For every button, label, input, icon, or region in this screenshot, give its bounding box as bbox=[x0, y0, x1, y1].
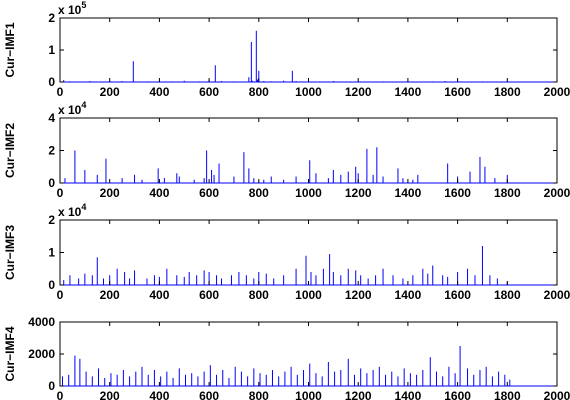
x-tick-label: 1400 bbox=[395, 288, 422, 302]
x-tick-label: 1800 bbox=[494, 288, 521, 302]
x-tick-label: 1000 bbox=[295, 389, 322, 400]
y-tick-label: 1 bbox=[48, 246, 55, 260]
y-tick-label: 1 bbox=[48, 43, 55, 57]
x-tick-label: 1600 bbox=[444, 288, 471, 302]
x-tick-label: 1600 bbox=[444, 389, 471, 400]
y-axis-label: Cur−IMF2 bbox=[3, 123, 17, 178]
x-tick-label: 0 bbox=[57, 288, 64, 302]
subplot-1: 0 200 400 600 800 1000 1200 1400 1600 1800 2000 0 1 2… bbox=[3, 0, 570, 99]
y-axis-label: Cur−IMF3 bbox=[3, 225, 17, 280]
y-axis-label: Cur−IMF4 bbox=[3, 326, 17, 381]
y-tick-label: 0 bbox=[48, 75, 55, 89]
x-tick-label: 800 bbox=[249, 288, 269, 302]
y-exponent-label: x 104 bbox=[58, 100, 86, 117]
x-tick-label: 1200 bbox=[345, 288, 372, 302]
x-tick-label: 600 bbox=[199, 288, 219, 302]
x-tick-label: 1000 bbox=[295, 85, 322, 99]
y-tick-label: 0 bbox=[48, 176, 55, 190]
x-tick-label: 400 bbox=[149, 85, 169, 99]
axes-box bbox=[59, 117, 558, 184]
x-tick-label: 1800 bbox=[494, 186, 521, 200]
x-tick-label: 200 bbox=[100, 288, 120, 302]
x-tick-label: 1800 bbox=[494, 389, 521, 400]
y-tick-label: 0 bbox=[48, 278, 55, 292]
x-tick-label: 2000 bbox=[544, 389, 570, 400]
x-tick-label: 2000 bbox=[544, 288, 570, 302]
y-tick-label: 0 bbox=[48, 379, 55, 393]
y-axis-label: Cur−IMF1 bbox=[3, 22, 17, 77]
axes-box bbox=[59, 321, 558, 387]
x-tick-label: 600 bbox=[199, 85, 219, 99]
axes-box bbox=[59, 17, 558, 83]
x-tick-label: 400 bbox=[149, 186, 169, 200]
subplot-2: 0 200 400 600 800 1000 1200 1400 1600 1800 2000 0 2 4… bbox=[3, 100, 570, 200]
x-tick-label: 1200 bbox=[345, 389, 372, 400]
x-tick-label: 2000 bbox=[544, 186, 570, 200]
x-tick-label: 400 bbox=[149, 288, 169, 302]
x-tick-label: 1400 bbox=[395, 389, 422, 400]
y-tick-label: 4000 bbox=[28, 315, 55, 329]
y-tick-label: 4 bbox=[48, 111, 55, 125]
x-tick-label: 2000 bbox=[544, 85, 570, 99]
y-exponent-label: x 104 bbox=[58, 202, 86, 219]
x-tick-label: 800 bbox=[249, 186, 269, 200]
subplot-4: 0 200 400 600 800 1000 1200 1400 1600 1800 2000 0 20… bbox=[3, 315, 570, 400]
x-tick-label: 0 bbox=[57, 389, 64, 400]
x-tick-label: 1000 bbox=[295, 186, 322, 200]
y-tick-label: 2000 bbox=[28, 347, 55, 361]
x-tick-label: 800 bbox=[249, 85, 269, 99]
y-exponent-label: x 105 bbox=[58, 0, 86, 17]
x-tick-label: 800 bbox=[249, 389, 269, 400]
x-tick-label: 400 bbox=[149, 389, 169, 400]
y-tick-label: 2 bbox=[48, 144, 55, 158]
x-tick-label: 1200 bbox=[345, 85, 372, 99]
subplot-3: 0 200 400 600 800 1000 1200 1400 1600 1800 2000 0 1 2… bbox=[3, 202, 570, 302]
x-tick-label: 0 bbox=[57, 186, 64, 200]
x-tick-label: 1000 bbox=[295, 288, 322, 302]
x-tick-label: 200 bbox=[100, 389, 120, 400]
x-tick-label: 1400 bbox=[395, 186, 422, 200]
x-tick-label: 200 bbox=[100, 85, 120, 99]
x-tick-label: 1600 bbox=[444, 186, 471, 200]
x-tick-label: 1400 bbox=[395, 85, 422, 99]
x-tick-label: 600 bbox=[199, 186, 219, 200]
x-tick-label: 1800 bbox=[494, 85, 521, 99]
y-tick-label: 2 bbox=[48, 11, 55, 25]
x-tick-label: 200 bbox=[100, 186, 120, 200]
y-tick-label: 2 bbox=[48, 213, 55, 227]
x-tick-label: 1200 bbox=[345, 186, 372, 200]
x-tick-label: 1600 bbox=[444, 85, 471, 99]
x-tick-label: 0 bbox=[57, 85, 64, 99]
x-tick-label: 600 bbox=[199, 389, 219, 400]
